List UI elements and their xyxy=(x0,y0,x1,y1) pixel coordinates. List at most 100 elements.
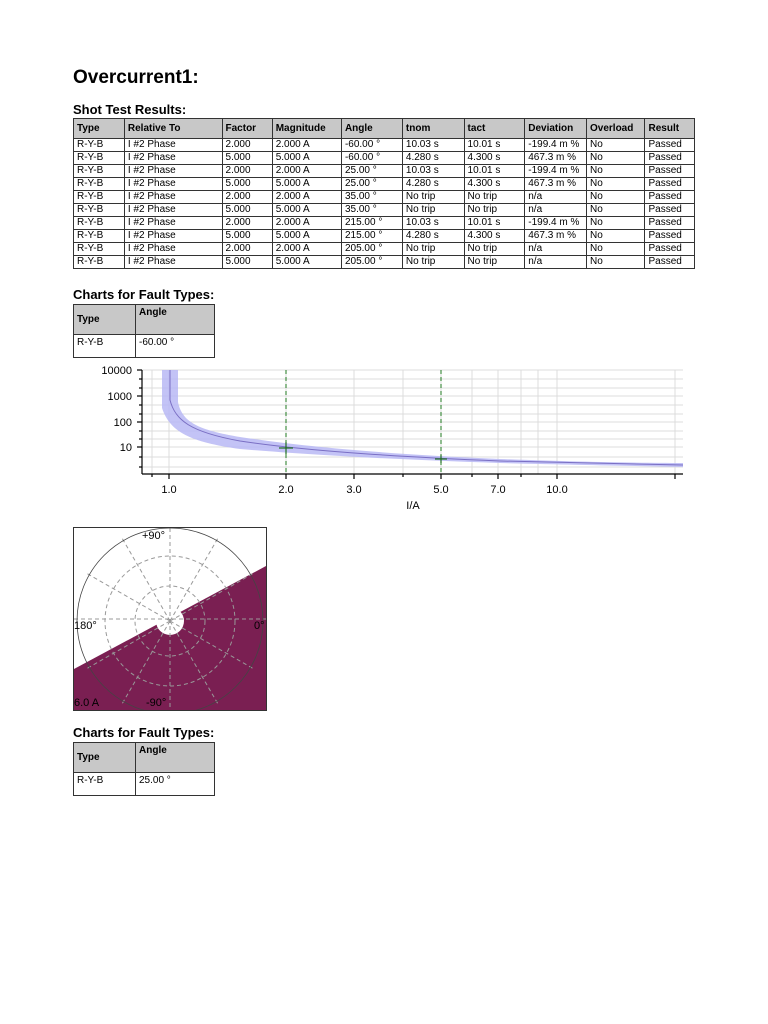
cell-overload: No xyxy=(585,190,646,204)
polar-trip-zone-chart: +90° 180° 0° -90° 6.0 A xyxy=(73,527,267,711)
chart-axes xyxy=(137,369,683,479)
cell-magnitude: 2.000 A xyxy=(271,164,342,178)
cell-magnitude: 5.000 A xyxy=(271,151,342,165)
table-row: R-Y-B I #2 Phase 2.000 2.000 A 35.00 ° No tri… xyxy=(73,190,695,204)
cell-deviation: 467.3 m % xyxy=(524,229,587,243)
cell-angle: 215.00 ° xyxy=(340,216,403,230)
svg-text:10000: 10000 xyxy=(101,365,132,377)
col-magnitude: Magnitude xyxy=(271,118,342,139)
cell-deviation: n/a xyxy=(524,190,587,204)
col-angle: Angle xyxy=(340,118,403,139)
cell-factor: 5.000 xyxy=(221,203,273,217)
cell-factor: 2.000 xyxy=(221,242,273,256)
polar-grid xyxy=(74,528,266,710)
cell-magnitude: 2.000 A xyxy=(271,190,342,204)
cell-tact: 4.300 s xyxy=(463,229,526,243)
cell-magnitude: 5.000 A xyxy=(271,203,342,217)
cell-tnom: No trip xyxy=(401,203,465,217)
cell-factor: 2.000 xyxy=(221,190,273,204)
cell-tnom: No trip xyxy=(401,190,465,204)
trip-zone xyxy=(74,566,266,710)
cell-magnitude: 5.000 A xyxy=(271,177,342,191)
cell-result: Passed xyxy=(644,164,695,178)
cell-type: R-Y-B xyxy=(73,203,125,217)
cell-type: R-Y-B xyxy=(73,138,125,152)
col-tact: tact xyxy=(463,118,526,139)
polar-labels: +90° 180° 0° -90° 6.0 A xyxy=(74,530,265,709)
cell-deviation: 467.3 m % xyxy=(524,177,587,191)
cell-factor: 2.000 xyxy=(221,138,273,152)
cell-tact: No trip xyxy=(463,203,526,217)
cell-factor: 5.000 xyxy=(221,229,273,243)
fault-angle-value: 25.00 ° xyxy=(135,772,215,796)
outer-ring xyxy=(76,528,264,710)
table-row: R-Y-B I #2 Phase 5.000 5.000 A 35.00 ° No tri… xyxy=(73,203,695,217)
svg-text:1000: 1000 xyxy=(108,391,132,403)
table-header-row: Type Relative To Factor Magnitude Angle … xyxy=(73,118,695,139)
cell-overload: No xyxy=(585,229,646,243)
cell-overload: No xyxy=(585,216,646,230)
cell-overload: No xyxy=(585,164,646,178)
fault-col-type: Type xyxy=(73,304,136,335)
table-row: R-Y-B I #2 Phase 5.000 5.000 A 205.00 ° No tr… xyxy=(73,255,695,269)
cell-magnitude: 2.000 A xyxy=(271,242,342,256)
cell-result: Passed xyxy=(644,229,695,243)
cell-relative-to: I #2 Phase xyxy=(123,242,223,256)
shot-test-results-heading: Shot Test Results: xyxy=(73,102,187,117)
cell-type: R-Y-B xyxy=(73,151,125,165)
cell-type: R-Y-B xyxy=(73,255,125,269)
cell-relative-to: I #2 Phase xyxy=(123,138,223,152)
table-row: R-Y-B I #2 Phase 2.000 2.000 A 205.00 ° No tr… xyxy=(73,242,695,256)
cell-deviation: n/a xyxy=(524,203,587,217)
cell-tact: 10.01 s xyxy=(463,138,526,152)
table-row: R-Y-B I #2 Phase 5.000 5.000 A 25.00 ° 4.280 … xyxy=(73,177,695,191)
cell-result: Passed xyxy=(644,138,695,152)
chart-grid xyxy=(142,369,683,474)
trip-curve xyxy=(169,370,684,466)
table-row: R-Y-B I #2 Phase 5.000 5.000 A 215.00 ° 4.280… xyxy=(73,229,695,243)
svg-text:180°: 180° xyxy=(74,620,97,632)
cell-angle: 35.00 ° xyxy=(340,203,403,217)
fault-col-angle: Angle xyxy=(135,304,215,335)
col-overload: Overload xyxy=(585,118,646,139)
shot-results-body: R-Y-B I #2 Phase 2.000 2.000 A -60.00 ° 10.03… xyxy=(73,138,695,269)
fault-types-heading-1: Charts for Fault Types: xyxy=(73,287,215,302)
cell-factor: 5.000 xyxy=(221,151,273,165)
cell-deviation: n/a xyxy=(524,242,587,256)
cell-relative-to: I #2 Phase xyxy=(123,151,223,165)
cell-tact: 10.01 s xyxy=(463,216,526,230)
cell-result: Passed xyxy=(644,242,695,256)
cell-deviation: n/a xyxy=(524,255,587,269)
cell-result: Passed xyxy=(644,151,695,165)
cell-angle: 25.00 ° xyxy=(340,177,403,191)
test-point-markers xyxy=(279,442,447,463)
cell-factor: 5.000 xyxy=(221,255,273,269)
cell-magnitude: 5.000 A xyxy=(271,229,342,243)
fault-col-type: Type xyxy=(73,742,136,773)
cell-overload: No xyxy=(585,138,646,152)
cell-angle: 25.00 ° xyxy=(340,164,403,178)
x-tick-labels: 1.0 2.0 3.0 5.0 7.0 10.0 xyxy=(161,484,567,496)
cell-tnom: 4.280 s xyxy=(401,229,465,243)
svg-text:2.0: 2.0 xyxy=(278,484,293,496)
cell-type: R-Y-B xyxy=(73,229,125,243)
shot-results-table: Type Relative To Factor Magnitude Angle … xyxy=(73,118,695,269)
col-relative-to: Relative To xyxy=(123,118,223,139)
table-row: R-Y-B I #2 Phase 5.000 5.000 A -60.00 ° 4.280… xyxy=(73,151,695,165)
cell-tact: 4.300 s xyxy=(463,151,526,165)
cell-relative-to: I #2 Phase xyxy=(123,164,223,178)
cell-factor: 2.000 xyxy=(221,216,273,230)
svg-text:-90°: -90° xyxy=(146,697,166,709)
fault-types-heading-2: Charts for Fault Types: xyxy=(73,725,215,740)
svg-text:0°: 0° xyxy=(254,620,265,632)
cell-overload: No xyxy=(585,203,646,217)
fault-angle-value: -60.00 ° xyxy=(135,334,215,358)
cell-relative-to: I #2 Phase xyxy=(123,203,223,217)
cell-result: Passed xyxy=(644,190,695,204)
col-deviation: Deviation xyxy=(524,118,587,139)
cell-type: R-Y-B xyxy=(73,164,125,178)
svg-text:1.0: 1.0 xyxy=(161,484,176,496)
cell-factor: 5.000 xyxy=(221,177,273,191)
table-row: R-Y-B 25.00 ° xyxy=(73,772,215,796)
cell-angle: 205.00 ° xyxy=(340,255,403,269)
